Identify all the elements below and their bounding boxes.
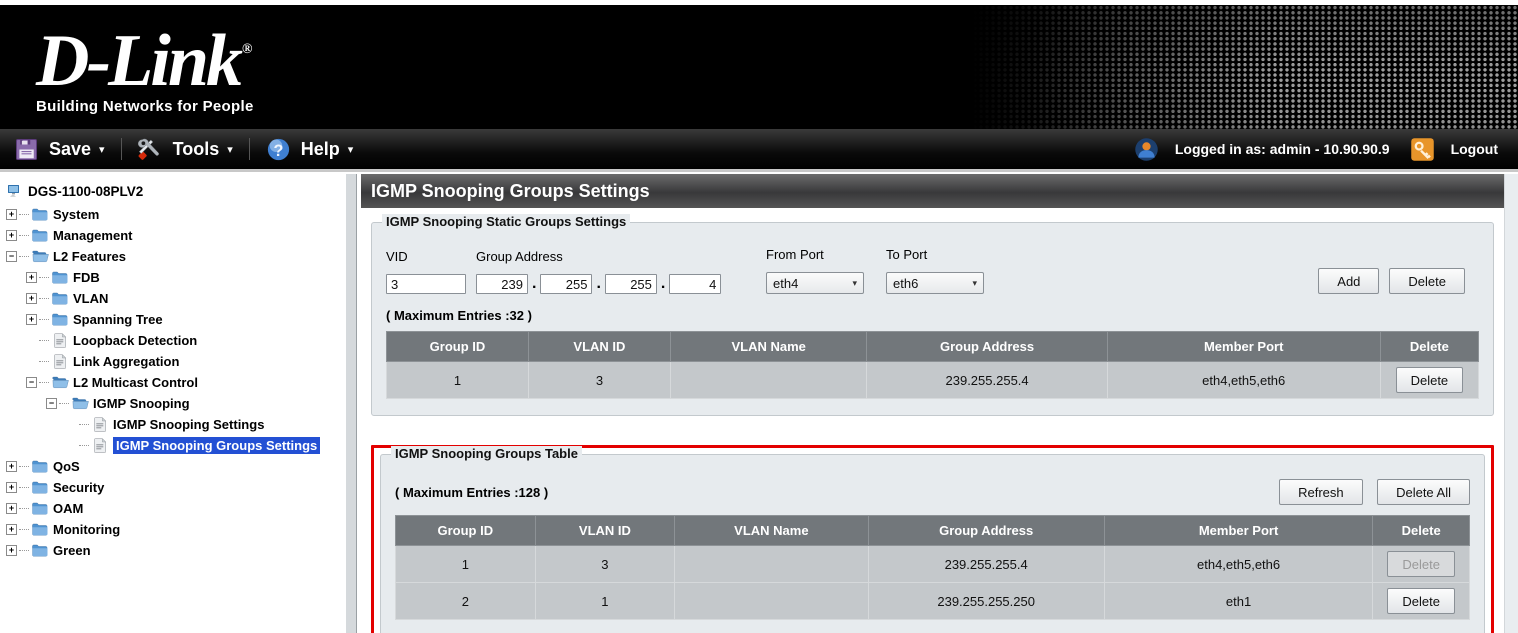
svg-text:?: ? xyxy=(273,141,283,159)
